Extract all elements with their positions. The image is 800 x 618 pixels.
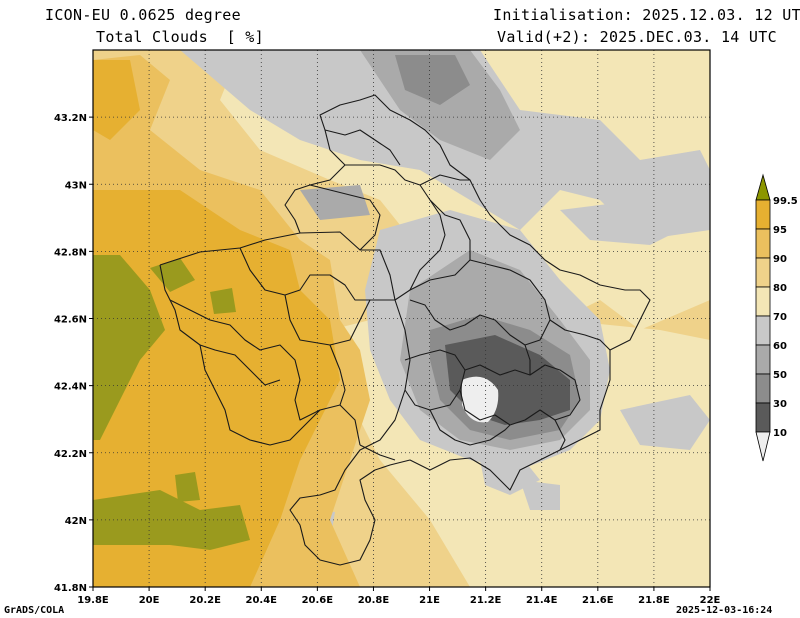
field-olive-south — [93, 490, 250, 550]
x-tick-label: 19.8E — [77, 595, 109, 606]
colorbar-label: 10 — [773, 428, 787, 439]
y-tick-label: 41.8N — [54, 583, 87, 594]
y-tick-label: 43.2N — [54, 113, 87, 124]
x-tick-label: 21.6E — [582, 595, 614, 606]
x-tick-label: 20.6E — [302, 595, 334, 606]
region-line-north — [345, 164, 471, 301]
colorbar-bottom-arrow — [755, 431, 771, 462]
region-line-east2 — [549, 319, 611, 351]
colorbar-label: 95 — [773, 225, 787, 236]
region-line-west2 — [169, 299, 321, 421]
x-tick-label: 21.2E — [470, 595, 502, 606]
field-title: Total Clouds [ %] — [96, 28, 264, 46]
outer-boundary — [159, 94, 651, 566]
x-tick-label: 20.8E — [358, 595, 390, 606]
model-title: ICON-EU 0.0625 degree — [45, 6, 241, 24]
region-line-west — [159, 264, 361, 446]
colorbar-label: 30 — [773, 399, 787, 410]
region-line-center2 — [329, 344, 346, 406]
y-tick-label: 42.2N — [54, 449, 87, 460]
region-line-south2 — [554, 419, 566, 451]
credit-label: GrADS/COLA — [4, 605, 65, 616]
region-line-central2 — [459, 364, 581, 426]
y-tick-label: 42.6N — [54, 315, 87, 326]
field-olive-west — [93, 255, 165, 440]
region-line-east1 — [409, 259, 551, 346]
region-line-north5 — [309, 184, 381, 251]
field-gray-ne — [560, 200, 690, 245]
region-line-south1 — [429, 409, 511, 446]
colorbar-label: 99.5 — [773, 196, 798, 207]
field-olive-small3 — [175, 472, 200, 502]
y-tick-label: 42N — [65, 516, 87, 527]
cloud-field — [93, 50, 710, 587]
colorbar-bin — [755, 286, 771, 317]
colorbar-bin — [755, 373, 771, 404]
colorbar-label: 50 — [773, 370, 787, 381]
x-tick-label: 20.2E — [189, 595, 221, 606]
y-tick-label: 42.4N — [54, 382, 87, 393]
colorbar-label: 60 — [773, 341, 787, 352]
region-line-south3 — [359, 444, 396, 461]
colorbar-label: 90 — [773, 254, 787, 265]
field-orange-west — [93, 190, 340, 587]
region-line-east3 — [524, 344, 531, 375]
y-tick-label: 43N — [65, 180, 87, 191]
colorbar-bin — [755, 315, 771, 346]
x-tick-label: 20E — [139, 595, 160, 606]
colorbar-top-arrow — [755, 173, 771, 201]
region-line-north3 — [409, 199, 446, 291]
colorbar-label: 70 — [773, 312, 787, 323]
region-line-central1 — [404, 349, 466, 411]
colorbar-bin — [755, 257, 771, 288]
colorbar-bin — [755, 199, 771, 230]
field-gray-south2 — [520, 480, 560, 510]
field-gray-north — [180, 50, 710, 240]
valid-time: Valid(+2): 2025.DEC.03. 14 UTC — [497, 28, 777, 46]
timestamp-label: 2025-12-03-16:24 — [676, 605, 773, 616]
field-clear-spot — [462, 376, 499, 423]
x-tick-label: 21.8E — [638, 595, 670, 606]
x-tick-label: 22E — [700, 595, 721, 606]
init-time: Initialisation: 2025.12.03. 12 UTC — [493, 6, 800, 24]
colorbar-bin — [755, 228, 771, 259]
colorbar-bin — [755, 402, 771, 433]
field-olive-small1 — [150, 258, 195, 292]
region-line-north2 — [419, 174, 470, 186]
colorbar-bin — [755, 344, 771, 375]
x-tick-label: 21E — [419, 595, 440, 606]
field-gray-east — [620, 395, 710, 450]
y-axis: 43.2N 43N 42.8N 42.6N 42.4N 42.2N 42N 41.8N — [54, 113, 93, 594]
y-tick-label: 42.8N — [54, 247, 87, 258]
x-axis: 19.8E 20E 20.2E 20.4E 20.6E 20.8E 21E 21.2E 21.4… — [77, 587, 721, 606]
region-line-west3 — [199, 344, 281, 386]
field-dark-north — [395, 55, 470, 105]
colorbar-label: 80 — [773, 283, 787, 294]
boundaries — [159, 94, 651, 566]
x-tick-label: 21.4E — [526, 595, 558, 606]
field-gray-nw — [300, 185, 370, 220]
colorbar: 99.5 95 90 80 70 60 50 30 10 — [755, 173, 798, 462]
x-tick-label: 20.4E — [246, 595, 278, 606]
region-line-mid — [239, 247, 395, 301]
field-olive-small2 — [210, 288, 236, 314]
field-orange-nw — [93, 60, 140, 140]
region-line-north4 — [324, 129, 401, 166]
